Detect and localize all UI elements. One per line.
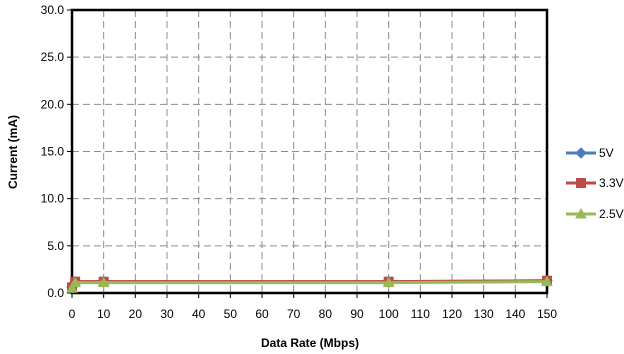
x-tick-label: 100	[379, 307, 399, 321]
series-layer	[66, 275, 553, 294]
x-tick-label: 130	[474, 307, 494, 321]
y-tick-label: 25.0	[41, 50, 65, 64]
legend-label: 2.5V	[599, 207, 624, 221]
x-tick-label: 60	[255, 307, 269, 321]
y-axis-ticks: 0.0 5.0 10.0 15.0 20.0 25.0 30.0	[41, 3, 72, 300]
x-tick-label: 70	[287, 307, 301, 321]
legend-item-5v: 5V	[566, 146, 614, 160]
legend-marker	[575, 147, 587, 159]
legend-marker	[576, 178, 586, 188]
x-tick-label: 50	[224, 307, 238, 321]
x-tick-label: 80	[319, 307, 333, 321]
series-line	[70, 280, 548, 290]
x-tick-label: 20	[129, 307, 143, 321]
x-tick-label: 40	[192, 307, 206, 321]
x-tick-label: 110	[411, 307, 430, 321]
y-tick-label: 20.0	[41, 97, 65, 111]
legend-marker	[575, 207, 587, 219]
data-point	[382, 276, 395, 288]
y-tick-label: 15.0	[41, 145, 65, 159]
x-tick-label: 120	[442, 307, 462, 321]
x-tick-label: 0	[69, 307, 76, 321]
x-tick-label: 150	[537, 307, 557, 321]
x-tick-label: 140	[505, 307, 525, 321]
x-tick-label: 30	[160, 307, 174, 321]
legend-label: 5V	[599, 146, 614, 160]
y-tick-label: 0.0	[47, 286, 64, 300]
x-tick-label: 90	[350, 307, 364, 321]
legend-label: 3.3V	[599, 176, 624, 190]
legend-item-2-5v: 2.5V	[566, 207, 624, 221]
data-point	[541, 275, 553, 287]
x-tick-label: 10	[97, 307, 111, 321]
y-tick-label: 30.0	[41, 3, 65, 17]
data-point	[69, 276, 82, 288]
y-tick-label: 5.0	[47, 239, 64, 253]
legend-item-3-3v: 3.3V	[566, 176, 624, 190]
y-axis-title: Current (mA)	[6, 115, 20, 189]
y-tick-label: 10.0	[41, 192, 65, 206]
gridlines	[72, 10, 547, 293]
x-axis-ticks: 0 10 20 30 40 50 60 70 80 90 100 110 120 130 140 150	[69, 293, 557, 321]
data-point	[97, 276, 110, 288]
x-axis-title: Data Rate (Mbps)	[261, 336, 359, 350]
legend: 5V 3.3V 2.5V	[566, 146, 624, 221]
series-2-5v	[66, 275, 553, 293]
data-point	[66, 282, 78, 293]
